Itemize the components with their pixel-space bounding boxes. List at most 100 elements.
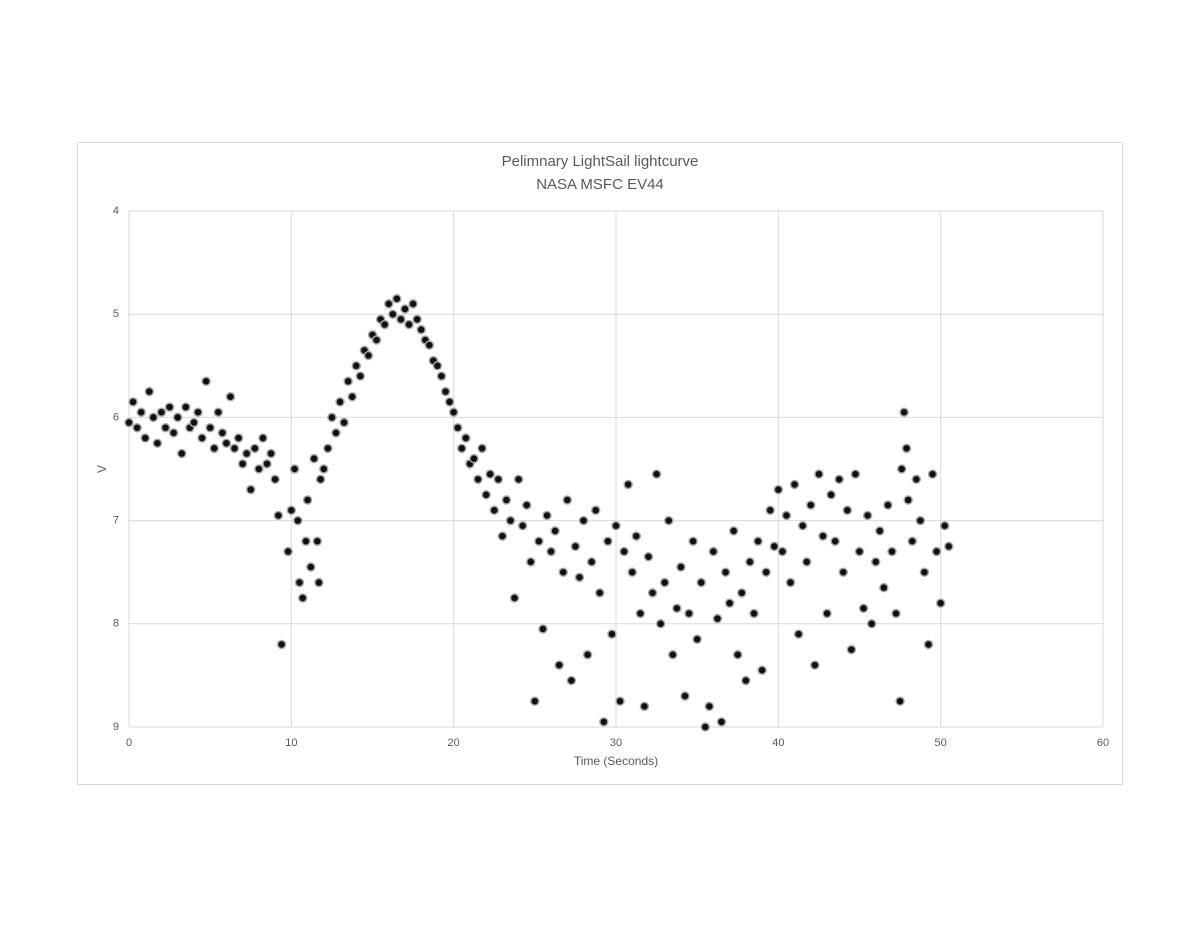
data-point — [895, 696, 905, 706]
data-point — [753, 536, 763, 546]
data-point — [217, 428, 228, 438]
data-point — [749, 608, 759, 619]
data-point — [469, 453, 479, 464]
data-point — [404, 319, 414, 330]
data-point — [939, 521, 950, 531]
data-point — [181, 402, 191, 412]
data-point — [655, 619, 666, 629]
data-point — [789, 479, 800, 490]
data-point — [639, 701, 650, 712]
data-point — [704, 701, 715, 712]
data-point — [436, 371, 447, 381]
data-point — [270, 474, 280, 485]
data-point — [221, 438, 232, 448]
data-point — [578, 515, 589, 526]
data-point — [944, 541, 954, 552]
data-point — [193, 407, 203, 417]
y-tick-label: 8 — [113, 618, 119, 630]
x-tick-label: 40 — [772, 737, 784, 749]
data-point — [838, 567, 849, 577]
data-point — [355, 371, 366, 381]
data-point — [793, 629, 804, 639]
data-point — [213, 407, 224, 417]
data-point — [923, 639, 934, 650]
data-point — [140, 433, 150, 443]
data-point — [607, 629, 617, 639]
data-point — [156, 407, 167, 417]
data-point — [205, 422, 215, 433]
x-tick-label: 10 — [285, 737, 297, 749]
data-point — [168, 428, 179, 438]
data-point — [879, 582, 889, 593]
data-point — [517, 521, 528, 531]
data-point — [444, 397, 455, 407]
data-point — [870, 557, 881, 567]
data-point — [388, 309, 398, 319]
data-point — [903, 495, 913, 505]
data-point — [424, 340, 435, 350]
data-point — [262, 459, 272, 469]
data-point — [440, 386, 451, 397]
data-point — [363, 350, 374, 361]
data-point — [684, 608, 694, 619]
data-point — [172, 412, 183, 423]
data-point — [416, 324, 426, 335]
data-point — [477, 443, 487, 454]
data-point — [854, 546, 865, 557]
data-point — [915, 515, 926, 526]
data-point — [818, 531, 828, 541]
data-point — [834, 474, 844, 485]
data-point — [733, 650, 743, 660]
data-point — [132, 422, 142, 433]
data-point — [919, 567, 930, 577]
data-point — [680, 691, 690, 701]
data-point — [293, 515, 303, 526]
data-point — [229, 443, 240, 454]
data-point — [590, 505, 601, 516]
data-point — [351, 361, 362, 371]
data-point — [225, 392, 236, 402]
data-point — [306, 562, 316, 572]
data-point — [254, 464, 264, 474]
data-point — [457, 443, 467, 454]
data-point — [164, 402, 175, 412]
data-point — [761, 567, 771, 577]
data-point — [160, 422, 171, 433]
y-axis-label: V — [95, 465, 109, 473]
data-point — [757, 665, 767, 675]
data-point — [696, 577, 706, 588]
data-point — [241, 448, 252, 459]
data-point — [546, 546, 556, 557]
data-point — [810, 660, 820, 670]
data-point — [558, 567, 568, 577]
data-point — [562, 495, 573, 505]
data-point — [197, 433, 207, 443]
data-point — [538, 624, 548, 634]
data-point — [289, 464, 300, 474]
data-point — [144, 386, 155, 397]
data-point — [826, 490, 836, 500]
data-point — [891, 608, 901, 619]
data-point — [651, 469, 662, 479]
data-point — [631, 531, 642, 541]
data-point — [283, 546, 293, 557]
chart-frame — [77, 142, 1123, 785]
data-point — [765, 505, 775, 516]
data-point — [846, 644, 857, 655]
x-tick-label: 0 — [126, 737, 132, 749]
data-point — [692, 634, 702, 645]
data-point — [901, 443, 912, 454]
data-point — [302, 495, 313, 505]
data-point — [896, 464, 907, 474]
data-point — [309, 453, 319, 464]
chart-title: Pelimnary LightSail lightcurve — [502, 153, 699, 170]
data-point — [497, 531, 508, 541]
x-tick-label: 60 — [1097, 737, 1109, 749]
data-point — [501, 495, 512, 505]
data-point — [509, 593, 520, 603]
data-point — [392, 293, 402, 304]
data-point — [708, 546, 719, 557]
data-point — [582, 650, 593, 660]
data-point — [907, 536, 918, 546]
data-point — [785, 577, 796, 588]
